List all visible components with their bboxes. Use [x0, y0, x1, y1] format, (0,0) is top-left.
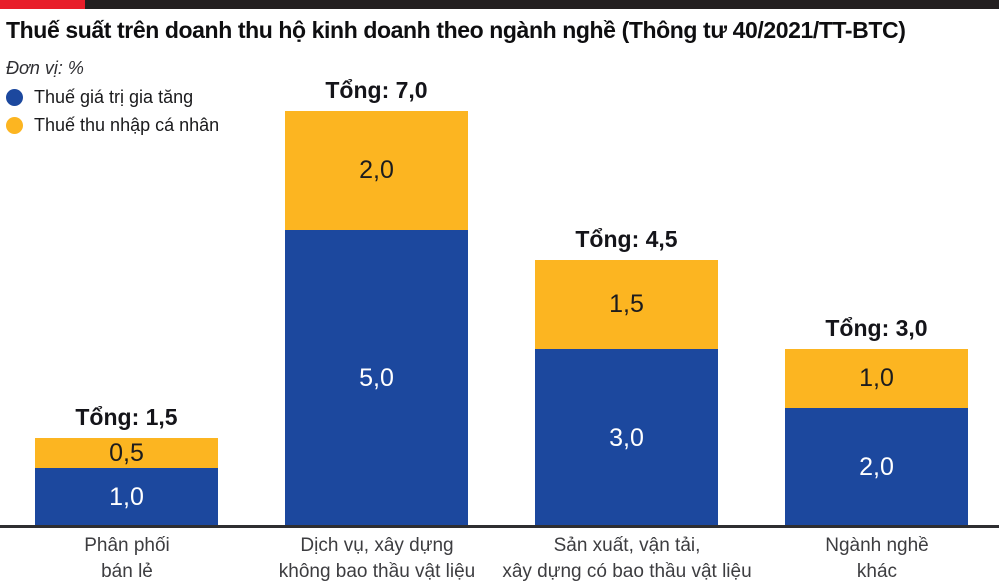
bar-segment-pit: 0,5 [35, 438, 218, 468]
bar-total-label: Tổng: 1,5 [75, 404, 178, 430]
legend-item-pit: Thuế thu nhập cá nhân [6, 111, 219, 139]
segment-value: 2,0 [359, 156, 394, 184]
legend: Thuế giá trị gia tăng Thuế thu nhập cá n… [6, 83, 219, 139]
top-accent-red-segment [0, 0, 85, 9]
bar-total-label: Tổng: 7,0 [325, 77, 428, 103]
bar-segment-vat: 5,0 [285, 230, 468, 527]
segment-value: 3,0 [609, 423, 644, 452]
unit-label: Đơn vị: % [6, 58, 84, 78]
legend-item-vat: Thuế giá trị gia tăng [6, 83, 219, 111]
x-axis-label-retail: Phân phối bán lẻ [84, 535, 170, 582]
blue-dot-icon [6, 88, 23, 106]
page-title: Thuế suất trên doanh thu hộ kinh doanh t… [6, 17, 906, 43]
segment-value: 5,0 [359, 364, 394, 392]
segment-value: 1,0 [109, 483, 144, 511]
bar-segment-vat: 1,0 [35, 468, 218, 527]
bar-segment-pit: 1,0 [785, 349, 968, 408]
yellow-dot-icon [6, 116, 23, 134]
segment-value: 0,5 [109, 438, 144, 467]
x-axis-label-manufacturing: Sản xuất, vận tải, xây dựng có bao thầu … [502, 535, 752, 582]
legend-label-pit: Thuế thu nhập cá nhân [34, 114, 220, 135]
bar-segment-pit: 2,0 [285, 111, 468, 230]
top-accent-bar [0, 0, 999, 9]
bar-total-label: Tổng: 4,5 [575, 226, 678, 252]
bar-total-label: Tổng: 3,0 [825, 315, 928, 341]
legend-label-vat: Thuế giá trị gia tăng [34, 86, 194, 107]
chart-area: Tổng: 1,5 0,5 1,0 Tổng: 7,0 2,0 5,0 Tổng… [0, 77, 999, 528]
x-axis-baseline [0, 525, 999, 528]
bar-segment-vat: 3,0 [535, 349, 718, 527]
bar-segment-vat: 2,0 [785, 408, 968, 527]
bar-group-other: Tổng: 3,0 1,0 2,0 [785, 315, 968, 527]
x-axis-labels: Phân phối bán lẻ Dịch vụ, xây dựng không… [0, 533, 999, 584]
bar-group-manufacturing: Tổng: 4,5 1,5 3,0 [535, 226, 718, 527]
segment-value: 2,0 [859, 453, 894, 481]
bar-segment-pit: 1,5 [535, 260, 718, 349]
bar-group-services: Tổng: 7,0 2,0 5,0 [285, 77, 468, 527]
x-axis-label-services: Dịch vụ, xây dựng không bao thầu vật liệ… [278, 535, 476, 582]
x-axis-label-other: Ngành nghề khác [825, 535, 929, 582]
segment-value: 1,5 [609, 290, 644, 318]
segment-value: 1,0 [859, 364, 894, 392]
bar-group-retail: Tổng: 1,5 0,5 1,0 [35, 404, 218, 527]
